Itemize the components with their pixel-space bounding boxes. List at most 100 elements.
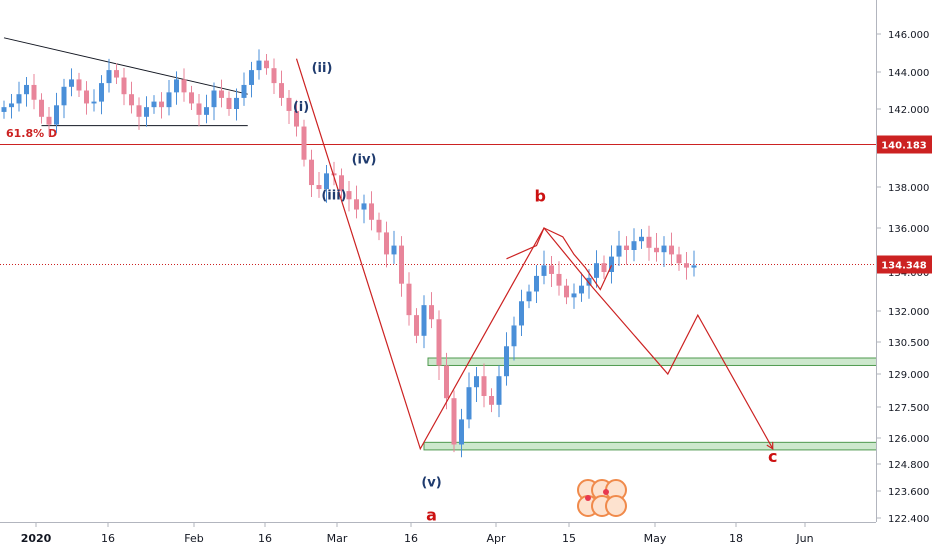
price-tag-label: 134.348 [881, 261, 927, 272]
x-tick-label: 2020 [21, 532, 52, 545]
candle-body [136, 105, 142, 117]
watermark-logo [577, 479, 627, 517]
candle-body [181, 79, 187, 93]
wave-label: (iii) [321, 188, 346, 203]
candle-body [466, 387, 472, 420]
candle-body [144, 107, 149, 117]
candle-body [646, 236, 652, 248]
candle-body [226, 97, 232, 109]
y-tick-label: 144.000 [888, 68, 929, 79]
candle-body [301, 126, 307, 160]
candle-body [69, 79, 74, 87]
candle-body [166, 92, 172, 108]
candle-body [24, 84, 29, 95]
candle-body [414, 315, 419, 336]
candle-body [459, 419, 464, 445]
candle-body [249, 70, 254, 85]
wave-label: b [535, 186, 546, 205]
candle-body [324, 173, 329, 190]
candle-body [234, 97, 239, 109]
candle-body [421, 305, 427, 336]
price-tag-box [877, 135, 932, 154]
x-tick-label: 16 [258, 532, 272, 545]
price-axis[interactable]: 122.400 123.600 124.800 126.000 127.500 129.0… [876, 0, 932, 550]
candle-body [54, 105, 59, 125]
candle-body [586, 277, 592, 286]
triangle-line [3, 37, 248, 95]
candle-body [526, 291, 532, 302]
candle-body [211, 90, 217, 108]
candle-body [376, 219, 382, 233]
candle-body [264, 60, 269, 69]
candle-body [99, 83, 104, 102]
candle-body [429, 305, 434, 320]
candle-body [91, 101, 97, 104]
x-tick-label: 16 [404, 532, 418, 545]
y-tick-label: 132.000 [888, 307, 929, 318]
candle-body [556, 273, 562, 286]
candle-body [369, 203, 374, 220]
x-tick-label: 16 [101, 532, 115, 545]
candle-body [331, 173, 337, 176]
candle-body [384, 232, 389, 255]
candlestick-series [1, 49, 697, 458]
candle-body [541, 265, 547, 276]
candle-body [676, 254, 682, 264]
candle-body [511, 325, 517, 347]
candle-body [189, 92, 194, 104]
candle-body [316, 185, 322, 190]
x-tick-label: 15 [562, 532, 576, 545]
candle-body [564, 285, 569, 298]
y-tick-label: 122.400 [888, 514, 929, 525]
candle-body [616, 245, 622, 257]
horizontal-levels: 61.8% D [0, 127, 876, 265]
candle-body [534, 275, 539, 292]
candle-body [601, 263, 607, 272]
x-tick-label: Apr [486, 532, 506, 545]
level-annotation: 61.8% D [6, 127, 57, 140]
zone-box [427, 357, 880, 366]
candle-body [39, 99, 44, 117]
candle-body [271, 68, 277, 84]
y-tick-label: 130.500 [888, 338, 929, 349]
candle-body [159, 101, 164, 108]
candle-body [9, 103, 14, 108]
candle-body [474, 376, 479, 388]
candle-body [354, 199, 359, 210]
candle-body [571, 293, 577, 298]
candle-body [594, 263, 599, 278]
candle-body [84, 90, 89, 104]
candle-body [31, 84, 37, 100]
wave-path [295, 58, 774, 451]
projection-path [506, 227, 613, 291]
y-tick-label: 146.000 [888, 30, 929, 41]
candle-body [114, 70, 119, 78]
candle-body [519, 301, 524, 326]
candle-body [294, 110, 299, 127]
y-tick-label: 126.000 [888, 434, 929, 445]
candle-body [151, 101, 157, 108]
candle-body [399, 245, 404, 284]
candle-body [436, 319, 442, 366]
candle-body [549, 265, 554, 274]
candle-body [691, 265, 697, 268]
wave-label: (i) [293, 100, 309, 115]
wave-label: (v) [421, 476, 441, 491]
y-tick-label: 123.600 [888, 487, 929, 498]
candle-body [444, 365, 449, 399]
candle-body [579, 285, 584, 294]
candle-body [496, 376, 502, 405]
candle-body [489, 396, 494, 405]
y-tick-label: 129.000 [888, 370, 929, 381]
candle-body [339, 175, 344, 192]
candle-body [346, 191, 352, 200]
candle-body [129, 94, 134, 106]
zone-box [423, 441, 880, 451]
x-tick-label: Jun [795, 532, 813, 545]
wave-label: (iv) [352, 153, 377, 168]
candle-body [481, 376, 487, 396]
time-axis[interactable]: 2020 16 Feb 16 Mar 16 Apr 15 May 18 Jun [0, 522, 876, 550]
candle-body [219, 90, 224, 98]
